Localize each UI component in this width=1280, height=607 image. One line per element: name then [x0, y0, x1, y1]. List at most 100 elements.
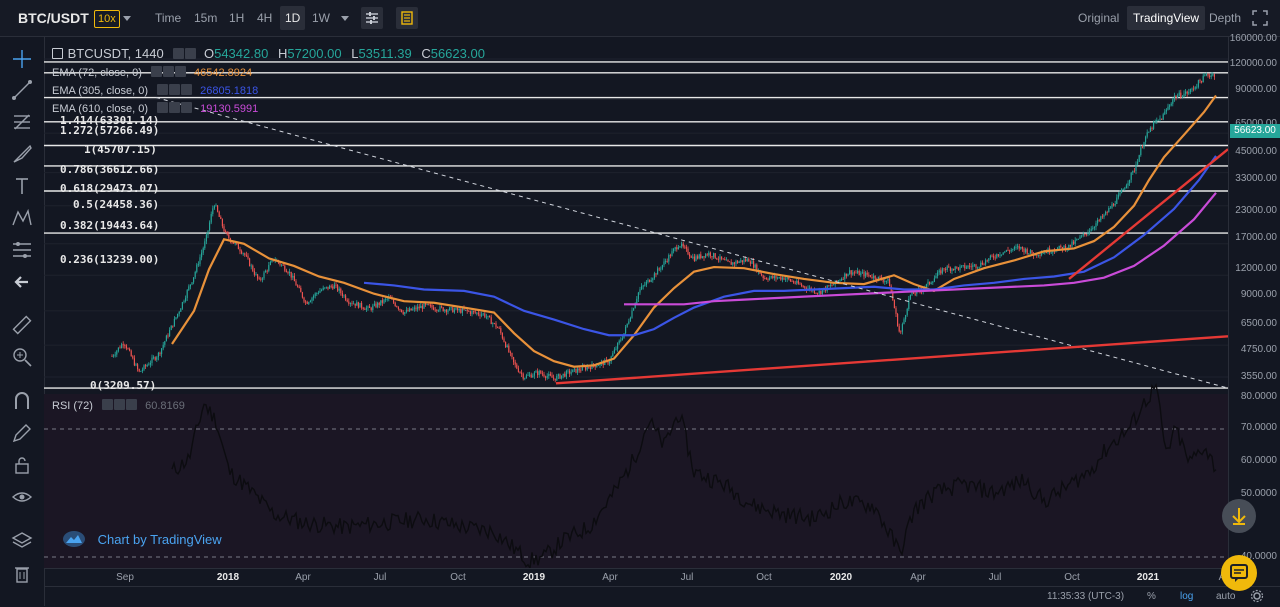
settings-icon[interactable] [114, 399, 126, 410]
view-original[interactable]: Original [1078, 11, 1120, 25]
candle-body [957, 267, 959, 270]
eye-icon[interactable] [102, 399, 114, 410]
pencil-lock-icon[interactable] [10, 421, 34, 445]
ruler-icon[interactable] [10, 313, 34, 337]
candle-body [1172, 99, 1174, 104]
trash-icon[interactable] [10, 562, 34, 586]
close-icon[interactable] [181, 102, 193, 113]
candle-body [1145, 136, 1147, 143]
pattern-tool-icon[interactable] [10, 206, 34, 230]
settings-icon[interactable] [169, 102, 181, 113]
templates-icon[interactable] [396, 7, 418, 29]
candle-body [407, 309, 409, 312]
brush-icon[interactable] [10, 142, 34, 166]
ema72-value: 46542.8924 [194, 67, 253, 79]
candle-body [1025, 249, 1027, 253]
candle-body [1093, 227, 1095, 229]
candle-body [482, 313, 484, 315]
candle-body [911, 291, 913, 295]
prediction-tool-icon[interactable] [10, 238, 34, 262]
candle-body [618, 340, 620, 343]
lock-icon[interactable] [10, 453, 34, 477]
eye-icon[interactable] [150, 66, 162, 77]
candle-body [538, 370, 540, 376]
timeframe-time[interactable]: Time [155, 11, 182, 25]
trend-line-icon[interactable] [10, 78, 34, 102]
time-axis[interactable]: Sep 2018 Apr Jul Oct 2019 Apr Jul Oct 20… [44, 568, 1228, 587]
back-arrow-icon[interactable] [10, 270, 34, 294]
timeframe-1d[interactable]: 1D [280, 6, 306, 30]
candle-body [202, 248, 204, 253]
candle-body [234, 243, 236, 244]
chevron-down-icon[interactable] [123, 16, 131, 21]
settings-icon[interactable] [162, 66, 174, 77]
candle-body [1055, 251, 1057, 252]
candle-body [596, 365, 598, 368]
candle-body [1109, 207, 1111, 209]
price-chart[interactable] [44, 37, 1228, 568]
candle-body [1148, 131, 1150, 133]
candle-body [508, 345, 510, 353]
log-toggle[interactable]: log [1180, 591, 1194, 602]
close-icon[interactable] [181, 84, 193, 95]
percent-toggle[interactable]: % [1147, 591, 1156, 602]
more-timeframes-chevron-icon[interactable] [341, 16, 349, 21]
candle-body [1041, 253, 1043, 256]
time-tick: Oct [450, 572, 466, 583]
eye-icon[interactable] [157, 84, 169, 95]
candle-body [1146, 132, 1148, 137]
settings-icon[interactable] [185, 48, 197, 59]
timeframe-1w[interactable]: 1W [312, 11, 330, 25]
close-icon[interactable] [126, 399, 138, 410]
candle-body [849, 270, 851, 274]
crosshair-icon[interactable] [10, 47, 34, 71]
candle-body [450, 307, 452, 309]
candle-body [543, 374, 545, 377]
timeframe-1h[interactable]: 1H [229, 11, 245, 25]
view-tradingview[interactable]: TradingView [1127, 6, 1206, 30]
candle-body [1159, 118, 1161, 120]
layers-icon[interactable] [10, 529, 34, 553]
candle-body [255, 274, 257, 276]
scroll-to-latest-button[interactable] [1222, 499, 1256, 533]
red-trendline [1068, 148, 1228, 280]
pair-selector[interactable]: BTC/USDT [18, 10, 89, 26]
timeframe-4h[interactable]: 4H [257, 11, 273, 25]
gear-icon[interactable] [1250, 589, 1264, 606]
candle-body [932, 281, 934, 283]
candle-body [709, 252, 711, 257]
eye-icon[interactable] [157, 102, 169, 113]
candle-body [194, 271, 196, 278]
settings-icon[interactable] [173, 48, 185, 59]
candle-body [705, 254, 707, 258]
tradingview-branding[interactable]: Chart by TradingView [62, 530, 222, 548]
text-tool-icon[interactable] [10, 174, 34, 198]
arrow-down-icon [1232, 508, 1246, 525]
settings-icon[interactable] [169, 84, 181, 95]
candle-body [1183, 93, 1185, 97]
candle-body [1149, 127, 1151, 132]
view-depth[interactable]: Depth [1209, 11, 1242, 25]
candle-body [129, 349, 131, 351]
close-icon[interactable] [174, 66, 186, 77]
fullscreen-icon[interactable] [1252, 10, 1268, 26]
candle-body [1015, 246, 1017, 248]
candle-body [836, 280, 838, 282]
eye-icon[interactable] [10, 485, 34, 509]
candle-body [1213, 74, 1215, 77]
candle-body [1105, 211, 1107, 215]
candle-body [927, 281, 929, 285]
fib-tool-icon[interactable] [10, 110, 34, 134]
timeframe-15m[interactable]: 15m [194, 11, 218, 25]
collapse-legend-icon[interactable] [52, 48, 63, 59]
clock-label: 11:35:33 (UTC-3) [1047, 591, 1125, 602]
chat-button[interactable] [1221, 555, 1257, 591]
candle-body [442, 307, 444, 312]
candle-body [546, 375, 548, 378]
indicator-settings-icon[interactable] [361, 7, 383, 29]
candle-body [537, 371, 539, 376]
zoom-icon[interactable] [10, 345, 34, 369]
candle-body [697, 256, 699, 259]
magnet-icon[interactable] [10, 389, 34, 413]
auto-toggle[interactable]: auto [1216, 591, 1236, 602]
